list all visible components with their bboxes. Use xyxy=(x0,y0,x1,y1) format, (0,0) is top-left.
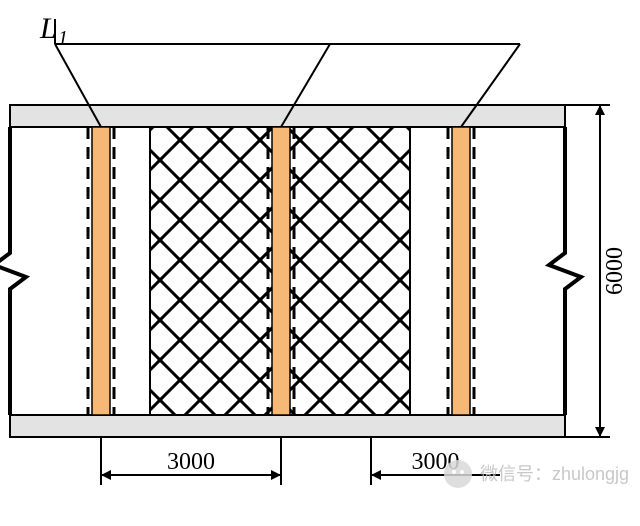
label-L1: L1 xyxy=(39,12,68,49)
break-left xyxy=(0,127,26,415)
dim-horizontal-1: 3000 xyxy=(101,437,281,485)
column-3 xyxy=(448,127,474,415)
break-right xyxy=(549,127,581,415)
dim-vertical-value: 6000 xyxy=(602,247,628,295)
svg-text:微信号：zhulongjg: 微信号：zhulongjg xyxy=(480,464,629,484)
svg-text:1: 1 xyxy=(58,27,68,49)
watermark: 微信号：zhulongjg xyxy=(444,460,629,488)
svg-text:L: L xyxy=(39,12,57,45)
column-2 xyxy=(268,127,294,415)
column-1 xyxy=(88,127,114,415)
dim-horizontal-1-value: 3000 xyxy=(167,449,215,475)
dim-vertical: 6000 xyxy=(565,105,628,437)
slab-bottom xyxy=(10,415,565,437)
